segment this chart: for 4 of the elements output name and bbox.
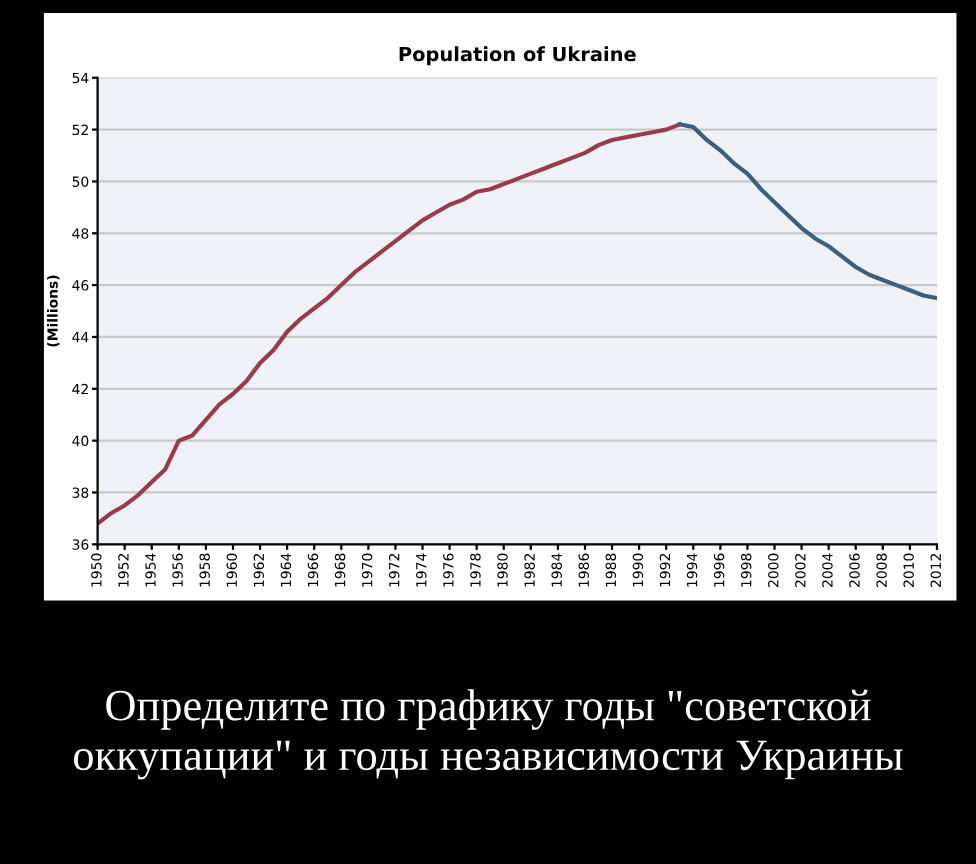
text: Определите по графику годы "советской оккупации" и годы независимости Украины (74, 689, 903, 780)
line-series (677, 122, 937, 301)
line-series (97, 122, 682, 526)
chart-title: Population of Ukraine (399, 46, 636, 66)
